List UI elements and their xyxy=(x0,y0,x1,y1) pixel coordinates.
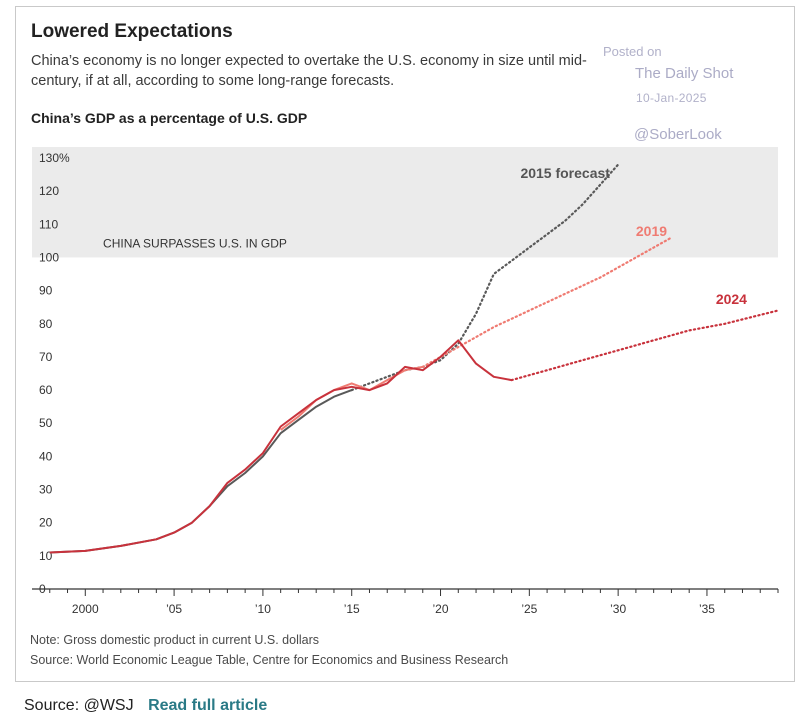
watermark-posted: Posted on xyxy=(603,44,662,59)
series-2015-forecast-forecast-line xyxy=(350,163,620,392)
y-tick-label: 50 xyxy=(39,416,53,430)
chart-card: CHINA SURPASSES U.S. IN GDP 0 10 20 30 40 50 6… xyxy=(15,6,795,682)
footer: Source: @WSJ Read full article xyxy=(24,697,267,715)
y-tick-label: 110 xyxy=(39,217,58,231)
series-2019-forecast-line xyxy=(421,236,673,368)
x-tick-label: ’15 xyxy=(344,602,360,616)
y-tick-label: 100 xyxy=(39,250,59,264)
y-tick-label: 20 xyxy=(39,516,53,530)
surpass-band xyxy=(32,147,778,258)
chart-subtitle: China’s economy is no longer expected to… xyxy=(31,53,587,89)
x-tick-label: ’20 xyxy=(433,602,449,616)
chart-source: Source: World Economic League Table, Cen… xyxy=(30,653,509,667)
series-label-2019: 2019 xyxy=(636,223,667,239)
footer-source: Source: @WSJ xyxy=(24,697,134,714)
watermark-handle: @SoberLook xyxy=(634,126,722,143)
series-2015-forecast-actual-line xyxy=(49,389,353,554)
read-full-article-link[interactable]: Read full article xyxy=(148,697,268,714)
y-tick-label: 120 xyxy=(39,184,59,198)
y-tick-label: 30 xyxy=(39,483,53,497)
chart: CHINA SURPASSES U.S. IN GDP 010203040506… xyxy=(32,147,780,616)
x-tick-label: ’05 xyxy=(166,602,182,616)
series-label-2015-forecast: 2015 forecast xyxy=(520,165,610,181)
band-layer: CHINA SURPASSES U.S. IN GDP xyxy=(32,147,778,258)
y-tick-label: 60 xyxy=(39,383,53,397)
series-2024-actual-line xyxy=(49,339,512,554)
label-layer: 2015 forecast 2019 2024 xyxy=(520,165,747,307)
y-tick-label: 90 xyxy=(39,284,53,298)
watermark-date: 10-Jan-2025 xyxy=(636,91,707,105)
x-tick-label: ’30 xyxy=(610,602,626,616)
axis-layer: 0102030405060708090100110120130%2000’05’… xyxy=(32,151,779,616)
y-tick-label: 130% xyxy=(39,151,70,165)
x-tick-label: 2000 xyxy=(72,602,99,616)
chart-note: Note: Gross domestic product in current … xyxy=(30,633,320,647)
watermark-site: The Daily Shot xyxy=(635,65,734,82)
chart-title: China’s GDP as a percentage of U.S. GDP xyxy=(31,110,308,126)
x-tick-label: ’35 xyxy=(699,602,715,616)
y-tick-label: 80 xyxy=(39,317,53,331)
band-label: CHINA SURPASSES U.S. IN GDP xyxy=(103,237,287,251)
series-2024-forecast-line xyxy=(510,309,780,382)
x-tick-label: ’10 xyxy=(255,602,271,616)
y-tick-label: 40 xyxy=(39,449,53,463)
series-2019-actual-line xyxy=(280,365,423,431)
chart-headline: Lowered Expectations xyxy=(31,21,233,42)
series-label-2024: 2024 xyxy=(716,291,747,307)
y-tick-label: 70 xyxy=(39,350,53,364)
x-tick-label: ’25 xyxy=(521,602,537,616)
y-tick-label: 10 xyxy=(39,549,53,563)
series-layer xyxy=(49,163,780,554)
